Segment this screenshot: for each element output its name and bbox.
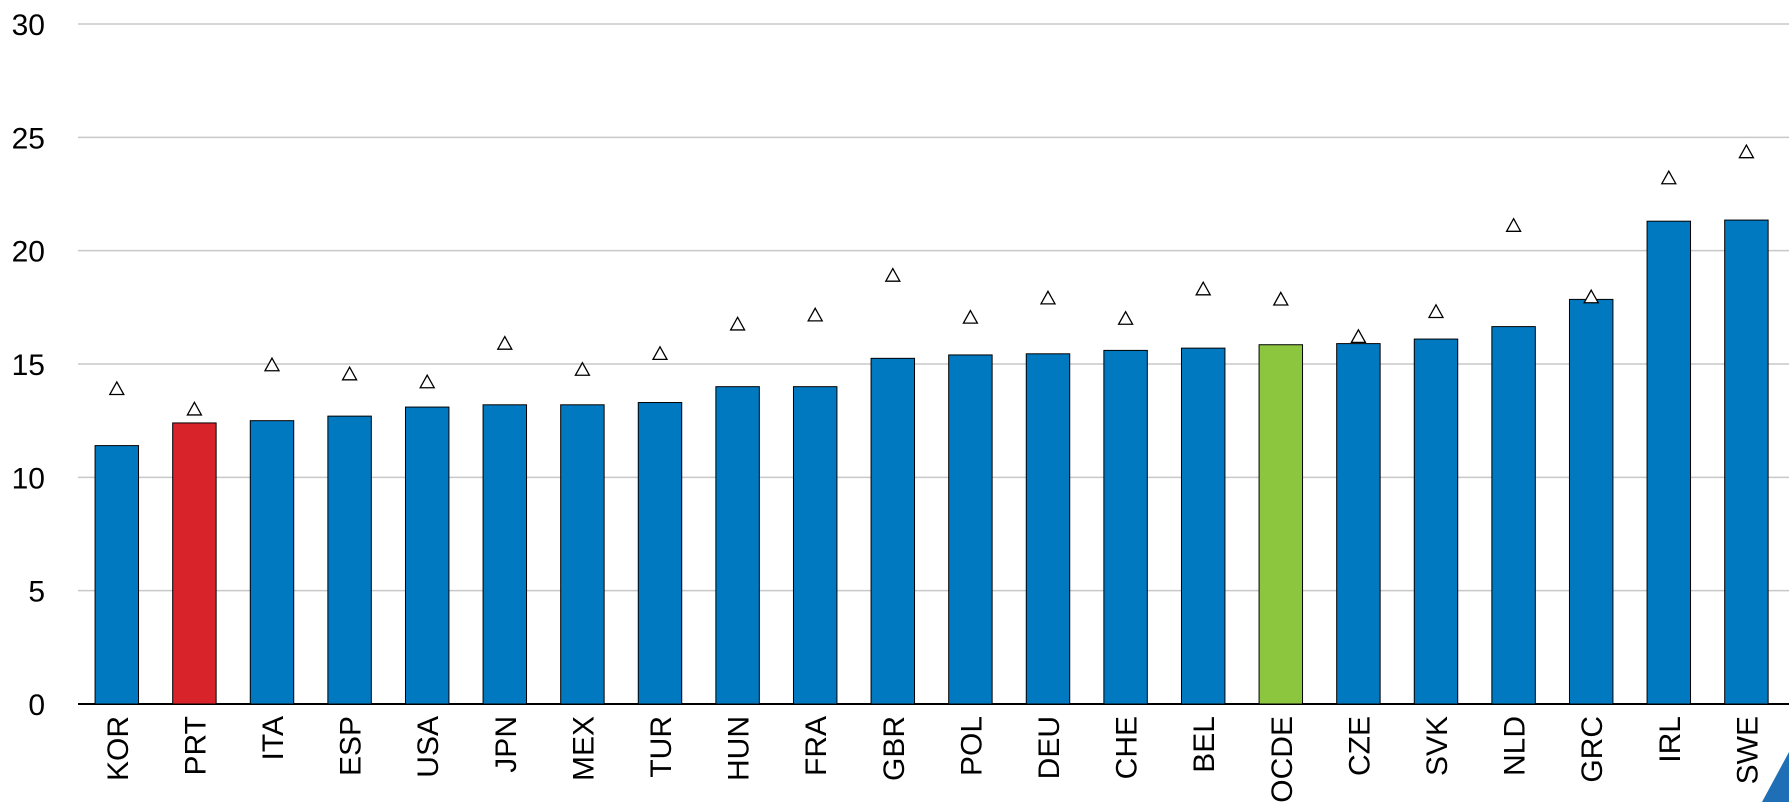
bar xyxy=(249,420,295,705)
triangle-marker xyxy=(651,345,669,361)
bar xyxy=(1103,349,1148,705)
y-tick-label: 10 xyxy=(12,462,45,495)
x-tick-label: NLD xyxy=(1499,716,1532,776)
triangle-marker xyxy=(1505,217,1522,232)
x-tick-label: KOR xyxy=(102,716,135,781)
triangle-marker xyxy=(419,373,436,389)
triangle-marker xyxy=(729,315,746,331)
x-tick-label: DEU xyxy=(1033,716,1066,779)
bar xyxy=(327,415,372,705)
triangle-marker xyxy=(962,309,979,324)
corner-decoration xyxy=(1762,752,1789,802)
y-tick-label: 20 xyxy=(12,236,45,269)
bar xyxy=(792,386,838,705)
bar xyxy=(637,402,683,705)
bar xyxy=(1646,220,1692,705)
bar xyxy=(1336,343,1381,705)
triangle-marker xyxy=(1350,328,1367,344)
x-tick-label: TUR xyxy=(645,716,678,778)
triangle-marker xyxy=(1660,169,1677,185)
bar xyxy=(1413,338,1459,705)
x-tick-label: JPN xyxy=(490,716,523,773)
bar xyxy=(482,404,528,705)
bar xyxy=(1568,298,1614,705)
x-tick-label: MEX xyxy=(567,716,600,781)
triangle-marker xyxy=(1117,310,1134,325)
y-tick-label: 0 xyxy=(28,689,45,722)
triangle-marker xyxy=(574,361,591,376)
bar xyxy=(404,406,450,705)
x-tick-label: PRT xyxy=(179,716,212,775)
triangle-marker xyxy=(1738,143,1755,159)
triangle-marker xyxy=(1427,303,1445,319)
x-tick-label: BEL xyxy=(1188,716,1221,773)
x-tick-label: GRC xyxy=(1576,716,1609,783)
x-tick-label: SWE xyxy=(1731,716,1764,784)
bar xyxy=(1025,353,1071,705)
bar xyxy=(1180,347,1226,705)
bar xyxy=(172,422,217,705)
x-tick-label: SVK xyxy=(1421,716,1454,776)
x-tick-label: CZE xyxy=(1343,716,1376,776)
x-tick-label: FRA xyxy=(800,716,833,776)
x-tick-label: OCDE xyxy=(1266,716,1299,802)
triangle-marker xyxy=(1039,289,1057,305)
y-tick-label: 15 xyxy=(12,349,45,382)
y-tick-label: 30 xyxy=(12,9,45,42)
x-tick-label: ESP xyxy=(335,716,368,776)
triangle-marker xyxy=(807,306,824,322)
x-tick-label: POL xyxy=(955,716,988,776)
bar xyxy=(715,386,760,705)
x-tick-label: ITA xyxy=(257,716,290,760)
bar xyxy=(1724,219,1769,705)
triangle-marker xyxy=(1272,291,1289,306)
triangle-marker xyxy=(186,400,203,416)
y-tick-label: 5 xyxy=(28,576,45,609)
triangle-marker xyxy=(108,380,125,396)
bar xyxy=(1491,326,1536,705)
triangle-marker xyxy=(263,356,281,372)
bar xyxy=(1258,344,1304,705)
x-tick-label: CHE xyxy=(1111,716,1144,779)
bar xyxy=(94,445,140,705)
x-tick-label: USA xyxy=(412,716,445,778)
triangle-marker xyxy=(884,267,901,282)
triangle-marker xyxy=(341,365,358,381)
bar xyxy=(948,354,993,705)
triangle-marker xyxy=(1195,280,1212,296)
x-tick-label: IRL xyxy=(1654,716,1687,763)
triangle-marker xyxy=(496,335,513,350)
triangle-marker xyxy=(1583,288,1600,304)
bar xyxy=(870,357,916,705)
y-tick-label: 25 xyxy=(12,122,45,155)
x-tick-label: HUN xyxy=(723,716,756,781)
bar xyxy=(560,404,605,705)
x-tick-label: GBR xyxy=(878,716,911,781)
